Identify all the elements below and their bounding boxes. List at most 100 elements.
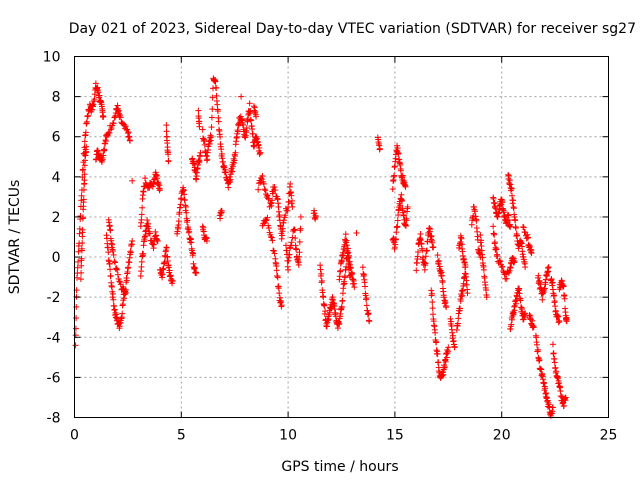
data-point (178, 196, 185, 203)
data-point (288, 192, 295, 199)
data-point (114, 266, 121, 273)
data-point (226, 173, 233, 180)
data-point (209, 106, 216, 113)
data-point (400, 212, 407, 219)
data-point (264, 214, 271, 221)
data-point (114, 271, 121, 278)
data-point (156, 185, 163, 192)
data-point (255, 141, 262, 148)
data-point (394, 145, 401, 152)
data-point (404, 203, 411, 210)
data-point (560, 282, 567, 289)
data-point (541, 379, 548, 386)
data-point (289, 234, 296, 241)
data-point (284, 207, 291, 214)
y-axis-title: SDTVAR / TECUs (7, 180, 23, 295)
data-point (435, 359, 442, 366)
data-point (106, 130, 113, 137)
data-point (321, 302, 328, 309)
data-point (347, 274, 354, 281)
data-point (78, 255, 85, 262)
data-point (276, 212, 283, 219)
data-point (119, 120, 126, 127)
data-point (78, 192, 85, 199)
data-point (287, 180, 294, 187)
data-point (269, 197, 276, 204)
data-point (285, 198, 292, 205)
data-point (366, 318, 373, 325)
y-tick-label: 6 (52, 130, 61, 146)
data-point (234, 128, 241, 135)
data-point (256, 144, 263, 151)
data-point (424, 238, 431, 245)
y-tick-label: -4 (47, 330, 61, 346)
data-point (520, 224, 527, 231)
data-point (206, 140, 213, 147)
data-point (238, 93, 245, 100)
data-point (138, 258, 145, 265)
data-point (177, 201, 184, 208)
data-point (551, 298, 558, 305)
data-points (72, 75, 570, 419)
data-point (337, 267, 344, 274)
data-point (196, 118, 203, 125)
data-point (149, 183, 156, 190)
data-point (297, 225, 304, 232)
data-point (110, 120, 117, 127)
data-point (422, 260, 429, 267)
data-point (285, 266, 292, 273)
data-point (196, 158, 203, 165)
data-point (511, 258, 518, 265)
data-point (218, 146, 225, 153)
y-tick-label: -2 (47, 290, 61, 306)
x-tick-label: 25 (600, 428, 618, 444)
data-point (110, 251, 117, 258)
data-point (545, 264, 552, 271)
data-point (146, 230, 153, 237)
data-point (279, 225, 286, 232)
data-point (436, 257, 443, 264)
y-axis-tick-labels: -8 -6 -4 -2 0 2 4 6 8 10 (43, 50, 61, 427)
data-point (518, 306, 525, 313)
data-point (539, 296, 546, 303)
data-point (483, 294, 490, 301)
data-point (81, 177, 88, 184)
y-tick-label: 2 (52, 210, 61, 226)
data-point (343, 242, 350, 249)
data-point (480, 266, 487, 273)
y-tick-label: 10 (43, 50, 61, 66)
data-point (507, 264, 514, 271)
data-point (395, 149, 402, 156)
data-point (163, 128, 170, 135)
data-point (342, 231, 349, 238)
data-point (491, 231, 498, 238)
data-point (462, 261, 469, 268)
data-point (140, 250, 147, 257)
data-point (83, 118, 90, 125)
data-point (351, 284, 358, 291)
data-point (293, 246, 300, 253)
data-point (422, 253, 429, 260)
data-point (122, 123, 129, 130)
data-point (397, 167, 404, 174)
data-point (508, 185, 515, 192)
data-point (525, 234, 532, 241)
data-point (277, 298, 284, 305)
data-point (317, 266, 324, 273)
data-point (289, 203, 296, 210)
data-point (402, 183, 409, 190)
data-point (186, 228, 193, 235)
data-point (530, 324, 537, 331)
data-point (557, 388, 564, 395)
data-point (217, 215, 224, 222)
data-point (201, 141, 208, 148)
data-point (428, 290, 435, 297)
data-point (331, 306, 338, 313)
data-point (225, 184, 232, 191)
data-point (166, 267, 173, 274)
x-tick-label: 10 (279, 428, 297, 444)
data-point (117, 114, 124, 121)
data-point (339, 297, 346, 304)
data-point (255, 186, 262, 193)
data-point (392, 236, 399, 243)
